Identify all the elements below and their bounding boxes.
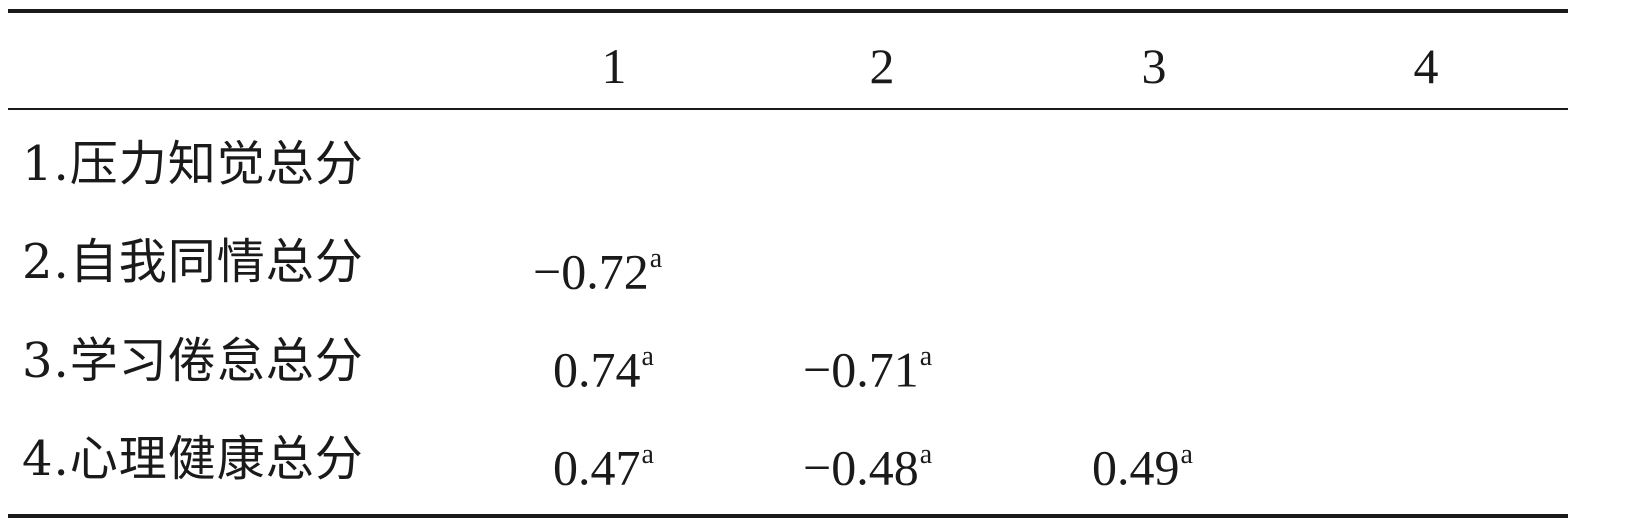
table-cell-r4-c3: 0.49a [1092, 429, 1193, 498]
cell-value: 0.47 [553, 439, 641, 496]
cell-value: 0.49 [1092, 439, 1180, 496]
column-header-2: 2 [869, 38, 895, 94]
table-cell-r3-c1: 0.74a [553, 331, 654, 400]
significance-mark: a [919, 439, 933, 470]
column-header-4: 4 [1413, 38, 1439, 94]
table-cell-r3-c2: −0.71a [803, 331, 932, 400]
significance-mark: a [641, 439, 654, 470]
table-header-rule [8, 108, 1568, 110]
cell-value: 0.74 [553, 341, 641, 398]
row-label-4: 4.心理健康总分 [22, 431, 364, 487]
table-cell-r4-c1: 0.47a [553, 429, 654, 498]
cell-value: −0.48 [803, 439, 919, 496]
column-header-1: 1 [601, 38, 627, 94]
row-label-3: 3.学习倦怠总分 [22, 333, 364, 389]
significance-mark: a [649, 243, 663, 274]
significance-mark: a [919, 341, 933, 372]
table-cell-r2-c1: −0.72a [533, 233, 662, 302]
significance-mark: a [1180, 439, 1193, 470]
significance-mark: a [641, 341, 654, 372]
row-label-1: 1.压力知觉总分 [22, 136, 364, 192]
column-header-3: 3 [1141, 38, 1167, 94]
table-bottom-rule [8, 514, 1568, 518]
table-cell-r4-c2: −0.48a [803, 429, 932, 498]
cell-value: −0.72 [533, 243, 649, 300]
cell-value: −0.71 [803, 341, 919, 398]
table-top-rule [8, 9, 1568, 13]
row-label-2: 2.自我同情总分 [22, 234, 364, 290]
